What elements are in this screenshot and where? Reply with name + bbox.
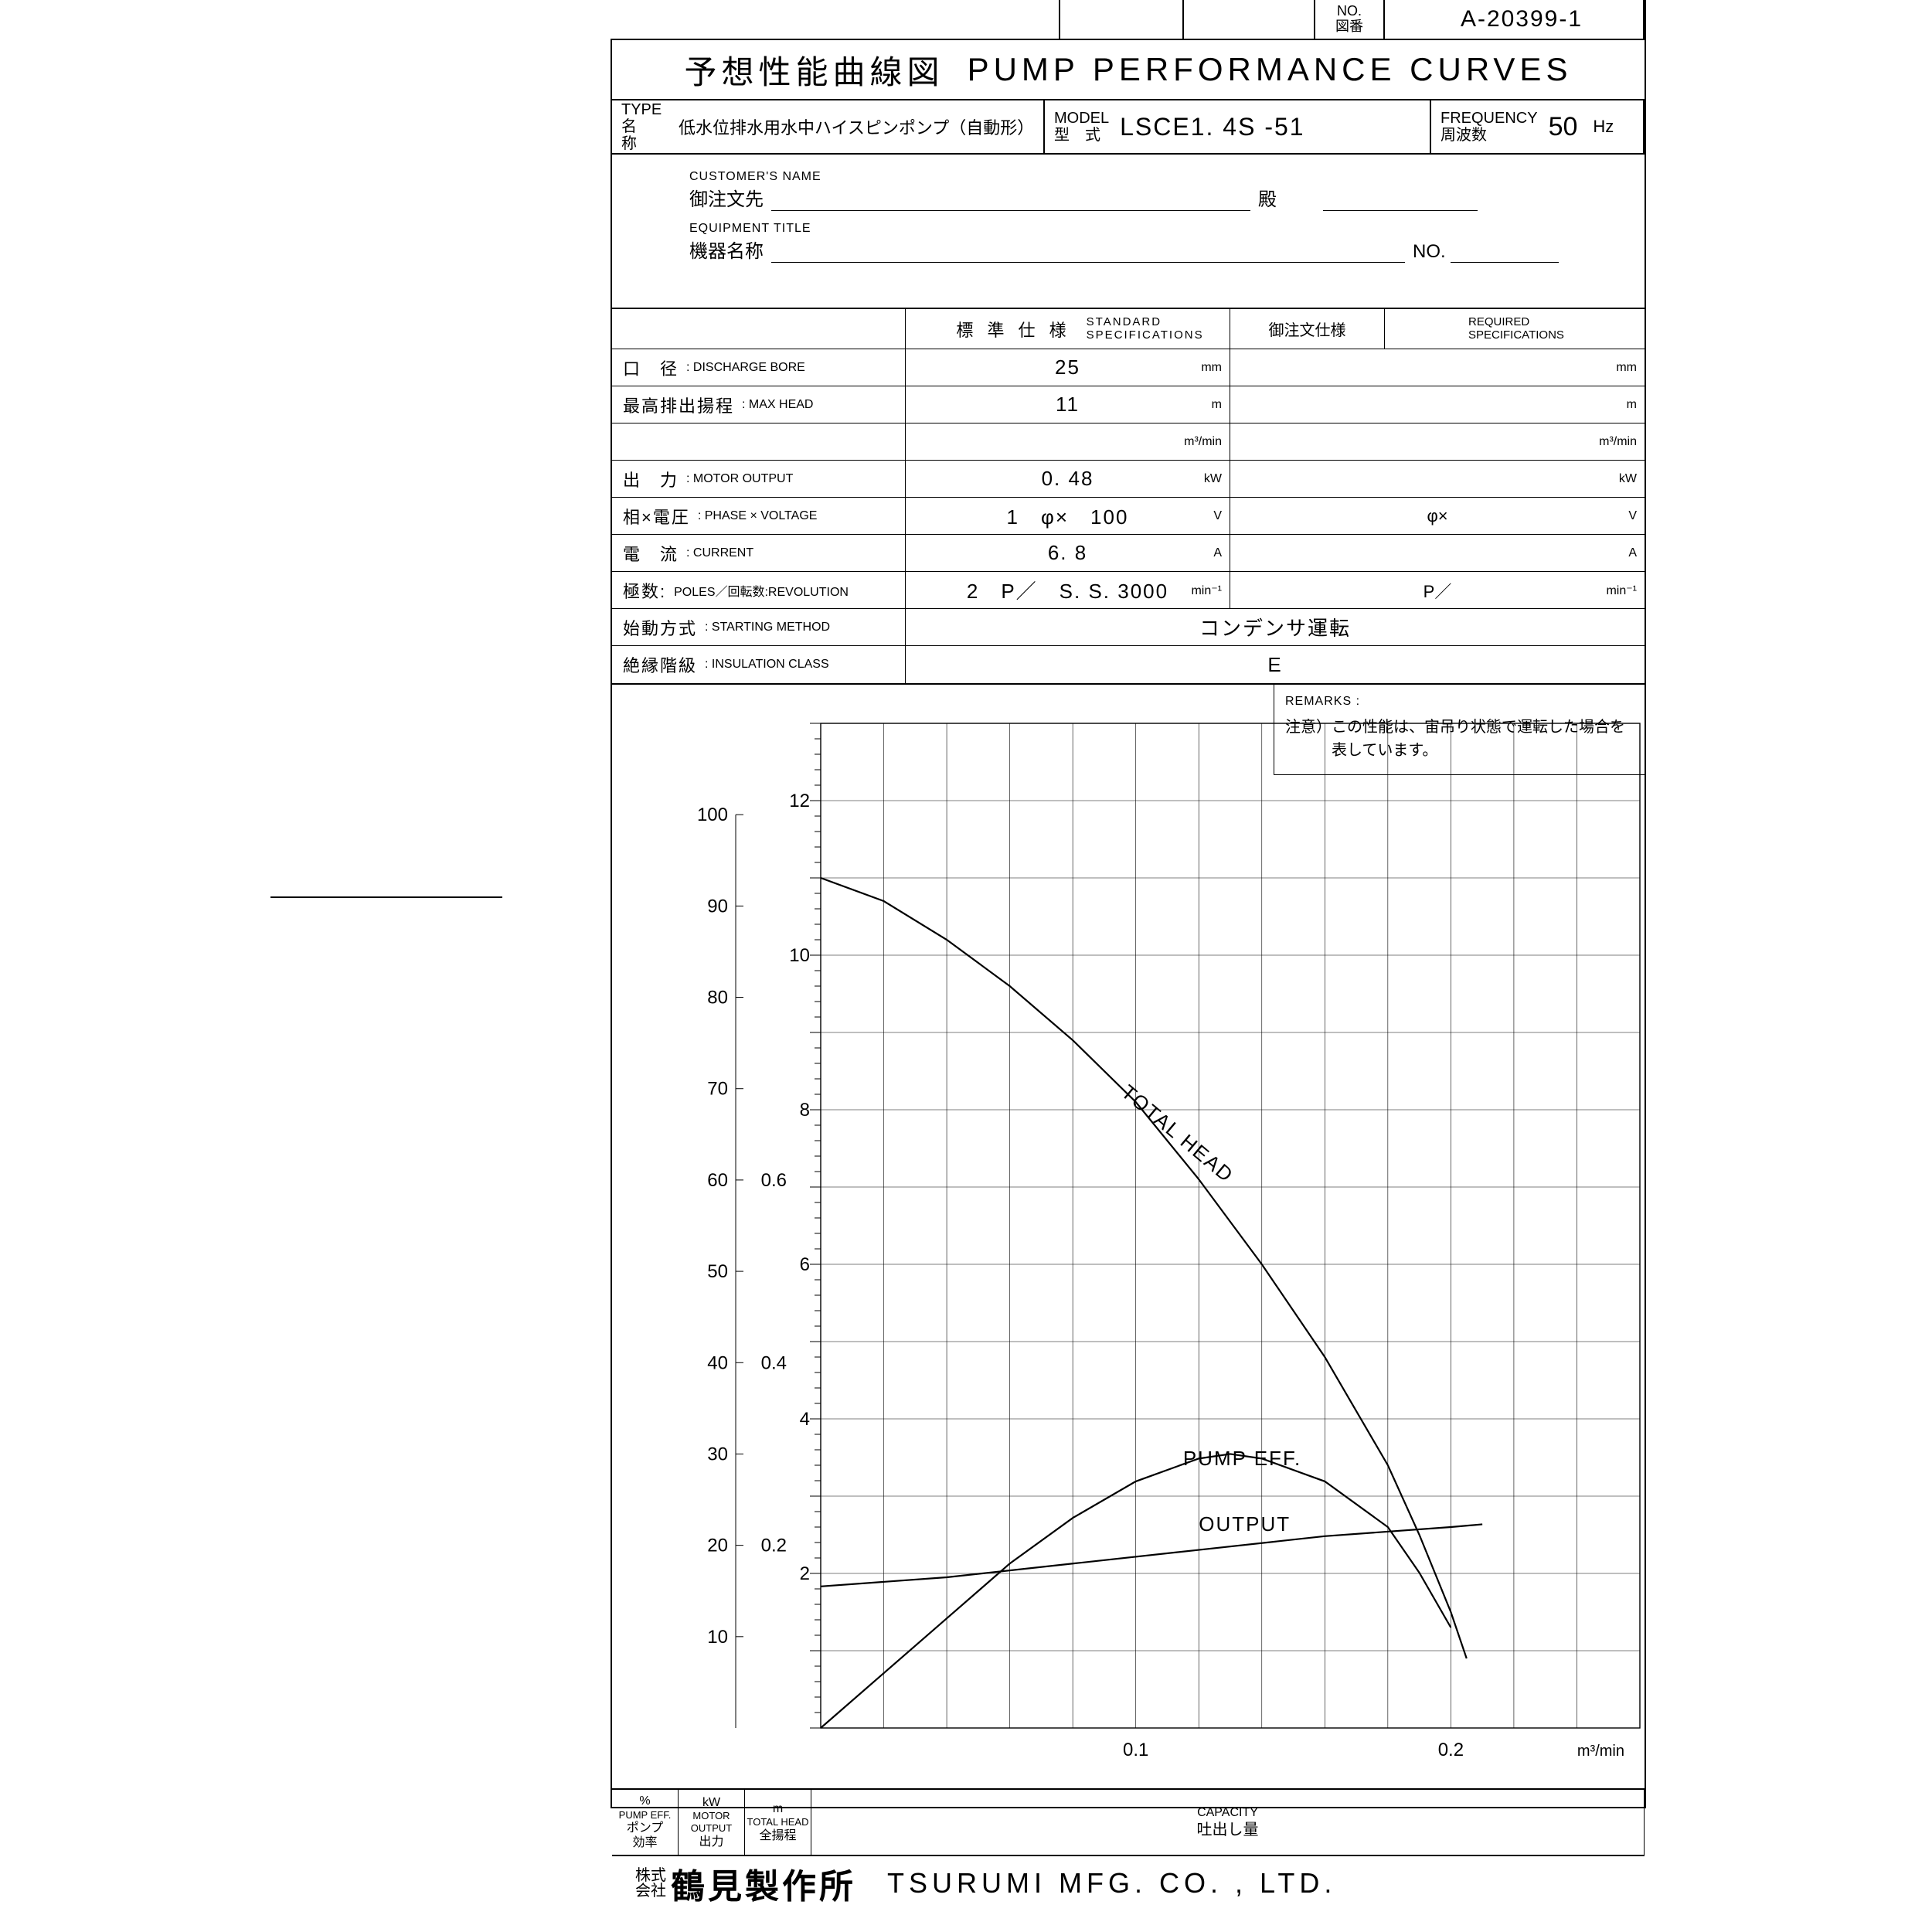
ax2-jp: 出力 — [699, 1835, 723, 1849]
svg-text:0.2: 0.2 — [761, 1536, 787, 1556]
docno-value: A-20399-1 — [1385, 0, 1645, 39]
svg-text:4: 4 — [800, 1409, 810, 1430]
axis-col-capacity: CAPACITY 吐出し量 — [811, 1790, 1645, 1855]
customer-label-en: CUSTOMER'S NAME — [689, 170, 1614, 184]
svg-text:10: 10 — [789, 945, 810, 966]
svg-text:100: 100 — [697, 804, 728, 825]
svg-text:60: 60 — [707, 1170, 728, 1191]
ax1-en: PUMP EFF. — [619, 1809, 672, 1821]
axis-legend-strip: % PUMP EFF. ポンプ 効率 kW MOTOR OUTPUT 出力 m … — [612, 1790, 1645, 1856]
footer-kk: 株式 会社 — [635, 1868, 666, 1899]
customer-field2 — [1323, 188, 1478, 211]
freq-value: 50 — [1549, 112, 1578, 142]
freq-unit: Hz — [1593, 117, 1614, 137]
svg-text:12: 12 — [789, 791, 810, 811]
ax1-jp1: ポンプ — [627, 1821, 664, 1835]
meta-row: TYPE 名 称 低水位排水用水中ハイスピンポンプ（自動形） MODEL 型 式… — [612, 100, 1645, 155]
svg-text:2: 2 — [800, 1563, 810, 1584]
svg-text:6: 6 — [800, 1254, 810, 1275]
remarks-box: REMARKS : 注意）この性能は、宙吊り状態で運転した場合を 表しています。 — [1274, 685, 1645, 775]
performance-chart: 2 4 6 8 10 12 10 20 30 40 50 60 70 80 90 100 0.2 0.4 0.6 0.… — [612, 685, 1645, 1790]
axis-col-head: m TOTAL HEAD 全揚程 — [745, 1790, 811, 1855]
type-label-jp: 名 称 — [621, 118, 668, 152]
model-label-jp: 型 式 — [1054, 127, 1109, 144]
svg-text:10: 10 — [707, 1627, 728, 1648]
equip-label-en: EQUIPMENT TITLE — [689, 222, 1614, 236]
svg-text:20: 20 — [707, 1536, 728, 1556]
spec-req-jp: 御注文仕様 — [1269, 318, 1346, 340]
table-row: 相×電圧: PHASE × VOLTAGE1 φ× 100Vφ×V — [612, 498, 1645, 535]
spec-std-en: STANDARD SPECIFICATIONS — [1087, 316, 1179, 342]
customer-field — [771, 188, 1250, 211]
document-frame: NO. 図番 A-20399-1 予想性能曲線図 PUMP PERFORMANC… — [611, 39, 1646, 1808]
spec-table: 標 準 仕 様 STANDARD SPECIFICATIONS 御注文仕様 REQ… — [612, 309, 1645, 685]
remarks-header: REMARKS : — [1285, 692, 1634, 711]
margin-rule — [270, 896, 502, 898]
title-jp: 予想性能曲線図 — [685, 46, 944, 94]
svg-text:8: 8 — [800, 1100, 810, 1121]
ax4-jp: 吐出し量 — [1197, 1821, 1259, 1839]
docno-label-en: NO. — [1337, 4, 1362, 19]
svg-text:40: 40 — [707, 1352, 728, 1373]
table-row: 電 流: CURRENT6. 8AA — [612, 535, 1645, 572]
svg-text:80: 80 — [707, 988, 728, 1009]
svg-text:m³/min: m³/min — [1577, 1743, 1624, 1760]
svg-text:0.4: 0.4 — [761, 1352, 787, 1373]
ax1-unit: % — [639, 1794, 650, 1808]
footer-kk1: 株式 — [635, 1868, 666, 1883]
spec-std-jp: 標 準 仕 様 — [956, 317, 1070, 342]
equip-field — [771, 240, 1405, 263]
table-row: m³/minm³/min — [612, 423, 1645, 461]
table-row: 口 径: DISCHARGE BORE25mmmm — [612, 349, 1645, 386]
footer-jp: 鶴見製作所 — [671, 1859, 856, 1908]
svg-text:OUTPUT: OUTPUT — [1199, 1512, 1291, 1536]
title-bar: 予想性能曲線図 PUMP PERFORMANCE CURVES — [612, 40, 1645, 100]
equip-no-field — [1451, 240, 1559, 263]
customer-suffix: 殿 — [1258, 184, 1277, 211]
table-row: 絶縁階級: INSULATION CLASSE — [612, 646, 1645, 683]
ax4-en: CAPACITY — [1197, 1805, 1258, 1820]
title-en: PUMP PERFORMANCE CURVES — [968, 51, 1573, 88]
equip-label-jp: 機器名称 — [689, 236, 764, 263]
table-row: 極数:POLES／回転数:REVOLUTION2 P／ S. S. 3000mi… — [612, 572, 1645, 609]
svg-text:30: 30 — [707, 1444, 728, 1464]
table-row: 出 力: MOTOR OUTPUT0. 48kWkW — [612, 461, 1645, 498]
spec-req-en: REQUIRED SPECIFICATIONS — [1468, 316, 1561, 342]
customer-block: CUSTOMER'S NAME 御注文先 殿 EQUIPMENT TITLE 機… — [612, 155, 1645, 309]
chart-area: 2 4 6 8 10 12 10 20 30 40 50 60 70 80 90 100 0.2 0.4 0.6 0.… — [612, 685, 1645, 1790]
ax3-unit: m — [773, 1801, 783, 1816]
svg-text:50: 50 — [707, 1261, 728, 1282]
customer-label-jp: 御注文先 — [689, 184, 764, 211]
svg-text:0.2: 0.2 — [1438, 1740, 1464, 1760]
freq-label-en: FREQUENCY — [1440, 110, 1538, 127]
svg-text:90: 90 — [707, 896, 728, 917]
equip-no-label: NO. — [1413, 241, 1446, 263]
table-row: 始動方式: STARTING METHODコンデンサ運転 — [612, 609, 1645, 646]
model-value: LSCE1. 4S -51 — [1120, 113, 1304, 141]
axis-col-output: kW MOTOR OUTPUT 出力 — [679, 1790, 745, 1855]
ax3-en: TOTAL HEAD — [747, 1816, 809, 1828]
docno-label-jp: 図番 — [1335, 19, 1363, 35]
footer-bar: 株式 会社 鶴見製作所 TSURUMI MFG. CO. , LTD. — [612, 1856, 1645, 1910]
model-label-en: MODEL — [1054, 110, 1109, 127]
freq-label-jp: 周波数 — [1440, 127, 1538, 144]
ax1-jp2: 効率 — [632, 1835, 657, 1850]
svg-text:0.6: 0.6 — [761, 1170, 787, 1191]
svg-text:PUMP EFF.: PUMP EFF. — [1183, 1447, 1301, 1470]
svg-text:TOTAL HEAD: TOTAL HEAD — [1117, 1080, 1238, 1188]
svg-text:70: 70 — [707, 1079, 728, 1100]
footer-en: TSURUMI MFG. CO. , LTD. — [887, 1867, 1336, 1900]
doc-number-strip: NO. 図番 A-20399-1 — [1059, 0, 1646, 40]
svg-text:0.1: 0.1 — [1123, 1740, 1148, 1760]
type-label-en: TYPE — [621, 101, 668, 118]
remarks-body: 注意）この性能は、宙吊り状態で運転した場合を 表しています。 — [1285, 716, 1634, 762]
ax3-jp: 全揚程 — [759, 1828, 796, 1843]
axis-col-eff: % PUMP EFF. ポンプ 効率 — [612, 1790, 679, 1855]
type-value: 低水位排水用水中ハイスピンポンプ（自動形） — [679, 114, 1034, 139]
ax2-unit: kW — [702, 1795, 720, 1810]
ax2-en: MOTOR OUTPUT — [679, 1810, 744, 1834]
table-row: 最高排出揚程: MAX HEAD11mm — [612, 386, 1645, 423]
footer-kk2: 会社 — [635, 1883, 666, 1899]
